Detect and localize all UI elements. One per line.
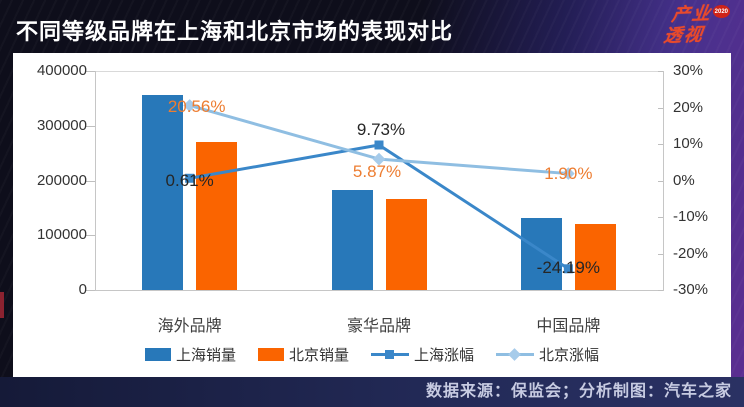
- y-axis-right-tick-label: 30%: [673, 62, 704, 79]
- y-axis-right-tick: [658, 180, 663, 182]
- legend-item-3: 北京涨幅: [496, 344, 599, 365]
- x-axis-category-label: 中国品牌: [536, 318, 601, 335]
- diamond-marker-icon: [508, 348, 521, 361]
- growth-lines-layer: [183, 99, 575, 274]
- plot-border-top: [95, 71, 663, 72]
- chart-panel: 400000 300000 200000 100000 0 30% 20% 10% 0% -10%…: [13, 53, 731, 377]
- bar-shanghai-sales: [331, 189, 373, 290]
- legend-swatch-line: [496, 348, 535, 361]
- legend-swatch-line: [371, 348, 409, 361]
- data-label-beijing-growth: 5.87%: [352, 162, 402, 182]
- data-label-beijing-growth: 20.56%: [167, 97, 226, 117]
- bar-beijing-sales: [574, 224, 616, 290]
- legend-label: 上海涨幅: [414, 347, 475, 364]
- data-label-beijing-growth: 1.90%: [544, 163, 593, 183]
- page-title: 不同等级品牌在上海和北京市场的表现对比: [16, 19, 454, 44]
- y-axis-right-tick: [658, 71, 663, 72]
- legend-label: 上海销量: [175, 347, 236, 364]
- data-label-shanghai-growth: -24.19%: [536, 257, 600, 277]
- y-axis-left-tick-label: 200000: [36, 171, 87, 189]
- y-axis-left-tick-label: 300000: [36, 116, 87, 134]
- y-axis-left-tick: [86, 235, 95, 237]
- y-axis-right-tick-label: 0%: [673, 171, 695, 189]
- y-axis-right-tick: [658, 253, 663, 255]
- bar-shanghai-sales: [520, 217, 562, 290]
- legend-swatch-bar: [257, 348, 284, 361]
- diamond-marker: [372, 152, 386, 166]
- y-axis-right-tick: [658, 144, 663, 145]
- y-axis-right-tick: [658, 290, 663, 291]
- y-axis-left-tick: [86, 180, 95, 182]
- x-axis-category-label: 海外品牌: [157, 318, 222, 335]
- y-axis-left-tick: [86, 290, 95, 291]
- x-axis-category-label: 豪华品牌: [346, 318, 411, 335]
- y-axis-left-tick-label: 100000: [36, 226, 87, 244]
- y-axis-left-tick-label: 0: [78, 281, 87, 298]
- data-label-shanghai-growth: 0.61%: [165, 171, 214, 191]
- y-axis-left-tick-label: 400000: [36, 62, 87, 79]
- y-axis-right-tick-label: -30%: [673, 281, 709, 298]
- y-axis-right-tick: [658, 107, 663, 109]
- y-axis-left-tick: [86, 125, 95, 127]
- footer-source-credit: 数据来源：保监会；分析制图：汽车之家: [0, 377, 744, 407]
- square-marker-icon: [385, 350, 394, 359]
- y-axis-right-tick-label: -20%: [673, 244, 709, 262]
- x-axis-line: [95, 290, 664, 291]
- y-axis-right-tick-label: -10%: [673, 208, 709, 225]
- brand-logo: 产业 透视 2020: [656, 2, 736, 52]
- y-axis-right-tick: [658, 217, 663, 218]
- y-axis-left-tick: [86, 71, 95, 72]
- brand-logo-badge: 2020: [712, 5, 730, 18]
- bar-shanghai-sales: [142, 94, 184, 290]
- diamond-marker: [561, 167, 575, 180]
- legend-label: 北京销量: [288, 347, 349, 364]
- chart-legend: 上海销量 北京销量 上海涨幅 北京涨幅: [13, 344, 731, 365]
- y-axis-left-line: [95, 71, 96, 290]
- legend-item-1: 北京销量: [257, 344, 349, 365]
- left-edge-accent: [0, 292, 4, 318]
- legend-item-2: 上海涨幅: [371, 344, 474, 365]
- square-marker: [374, 140, 384, 150]
- bar-beijing-sales: [196, 141, 238, 290]
- legend-item-0: 上海销量: [144, 344, 236, 365]
- bar-beijing-sales: [385, 199, 427, 290]
- data-label-shanghai-growth: 9.73%: [356, 119, 406, 139]
- legend-label: 北京涨幅: [539, 347, 600, 364]
- square-marker: [185, 173, 195, 183]
- brand-logo-text-line2: 透视: [662, 24, 706, 46]
- y-axis-right-line: [663, 71, 664, 290]
- brand-logo-text-line1: 产业: [670, 3, 714, 25]
- y-axis-right-tick-label: 20%: [673, 98, 704, 116]
- square-marker: [563, 264, 573, 274]
- y-axis-right-tick-label: 10%: [673, 135, 704, 152]
- legend-swatch-bar: [144, 348, 171, 361]
